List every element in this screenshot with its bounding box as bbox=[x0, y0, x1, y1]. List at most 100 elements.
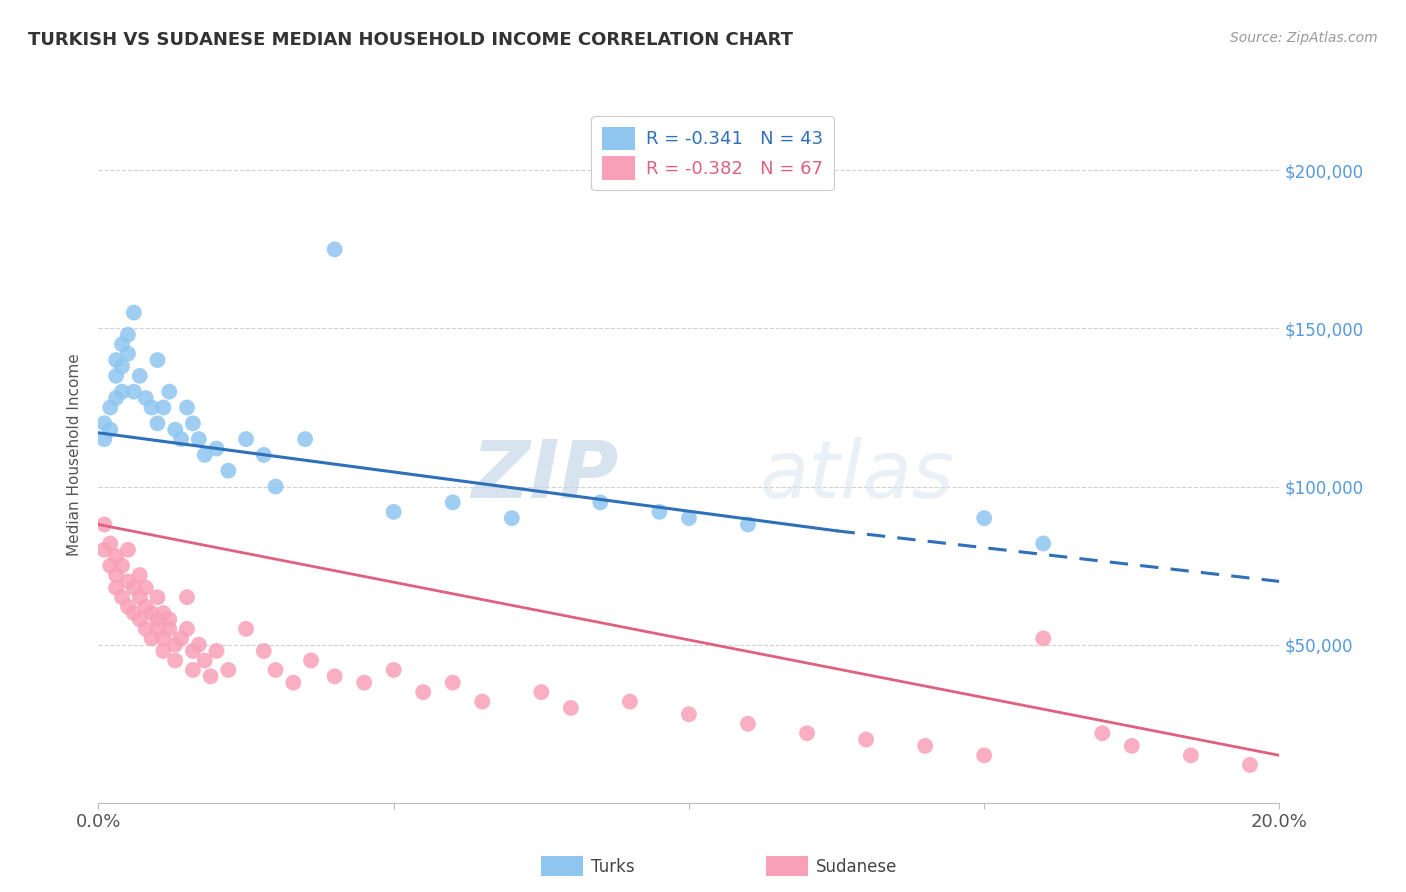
Point bbox=[128, 612, 150, 626]
Point bbox=[152, 632, 174, 646]
Point bbox=[253, 644, 276, 658]
Point bbox=[530, 685, 553, 699]
Point bbox=[678, 707, 700, 722]
Point bbox=[170, 632, 193, 646]
Legend: R = -0.341   N = 43, R = -0.382   N = 67: R = -0.341 N = 43, R = -0.382 N = 67 bbox=[592, 116, 834, 191]
Point bbox=[1239, 757, 1261, 772]
Text: TURKISH VS SUDANESE MEDIAN HOUSEHOLD INCOME CORRELATION CHART: TURKISH VS SUDANESE MEDIAN HOUSEHOLD INC… bbox=[28, 31, 793, 49]
Text: Turks: Turks bbox=[591, 858, 634, 876]
Point bbox=[323, 669, 346, 683]
Point bbox=[176, 622, 198, 636]
Point bbox=[135, 622, 157, 636]
Point bbox=[157, 612, 180, 626]
Point bbox=[105, 368, 128, 383]
Point bbox=[678, 511, 700, 525]
Point bbox=[181, 417, 204, 431]
Point bbox=[619, 695, 641, 709]
Point bbox=[111, 591, 134, 605]
Point bbox=[152, 606, 174, 620]
Point bbox=[105, 549, 128, 563]
Text: atlas: atlas bbox=[759, 437, 955, 515]
Point bbox=[117, 599, 139, 614]
Point bbox=[194, 653, 217, 667]
Point bbox=[1180, 748, 1202, 763]
Point bbox=[187, 638, 209, 652]
Point bbox=[135, 581, 157, 595]
Point bbox=[128, 591, 150, 605]
Point bbox=[122, 384, 145, 399]
Point bbox=[187, 432, 209, 446]
Point bbox=[181, 663, 204, 677]
Point bbox=[117, 542, 139, 557]
Point bbox=[111, 359, 134, 374]
Point bbox=[98, 401, 121, 415]
Point bbox=[737, 716, 759, 731]
Point bbox=[382, 663, 405, 677]
Point bbox=[235, 622, 257, 636]
Point bbox=[152, 644, 174, 658]
Point bbox=[382, 505, 405, 519]
Point bbox=[117, 327, 139, 342]
Point bbox=[146, 591, 169, 605]
Point bbox=[105, 353, 128, 368]
Point bbox=[105, 581, 128, 595]
Point bbox=[441, 675, 464, 690]
Point bbox=[98, 536, 121, 550]
Point bbox=[973, 748, 995, 763]
Text: ZIP: ZIP bbox=[471, 437, 619, 515]
Point bbox=[973, 511, 995, 525]
Point bbox=[165, 638, 187, 652]
Point bbox=[176, 401, 198, 415]
Point bbox=[152, 401, 174, 415]
Point bbox=[117, 574, 139, 589]
Point bbox=[299, 653, 322, 667]
Point bbox=[264, 663, 287, 677]
Point bbox=[283, 675, 305, 690]
Point bbox=[471, 695, 494, 709]
Point bbox=[146, 622, 169, 636]
Point bbox=[128, 368, 150, 383]
Point bbox=[135, 599, 157, 614]
Point bbox=[253, 448, 276, 462]
Point bbox=[111, 384, 134, 399]
Point bbox=[1032, 536, 1054, 550]
Point bbox=[165, 653, 187, 667]
Point bbox=[93, 417, 115, 431]
Point bbox=[135, 391, 157, 405]
Point bbox=[181, 644, 204, 658]
Point bbox=[146, 353, 169, 368]
Point bbox=[205, 442, 228, 456]
Point bbox=[122, 606, 145, 620]
Point bbox=[98, 423, 121, 437]
Point bbox=[264, 479, 287, 493]
Point bbox=[105, 391, 128, 405]
Point bbox=[146, 417, 169, 431]
Point bbox=[737, 517, 759, 532]
Point bbox=[93, 517, 115, 532]
Point bbox=[441, 495, 464, 509]
Point bbox=[914, 739, 936, 753]
Point bbox=[294, 432, 316, 446]
Point bbox=[111, 337, 134, 351]
Point bbox=[589, 495, 612, 509]
Point bbox=[157, 622, 180, 636]
Point bbox=[93, 432, 115, 446]
Point bbox=[141, 401, 163, 415]
Point bbox=[194, 448, 217, 462]
Point bbox=[217, 464, 239, 478]
Point bbox=[105, 568, 128, 582]
Point bbox=[170, 432, 193, 446]
Point bbox=[1032, 632, 1054, 646]
Point bbox=[501, 511, 523, 525]
Point bbox=[165, 423, 187, 437]
Text: Source: ZipAtlas.com: Source: ZipAtlas.com bbox=[1230, 31, 1378, 45]
Y-axis label: Median Household Income: Median Household Income bbox=[67, 353, 83, 557]
Point bbox=[217, 663, 239, 677]
Point bbox=[200, 669, 222, 683]
Point bbox=[141, 606, 163, 620]
Point bbox=[560, 701, 582, 715]
Point bbox=[146, 612, 169, 626]
Point bbox=[157, 384, 180, 399]
Point bbox=[205, 644, 228, 658]
Point bbox=[235, 432, 257, 446]
